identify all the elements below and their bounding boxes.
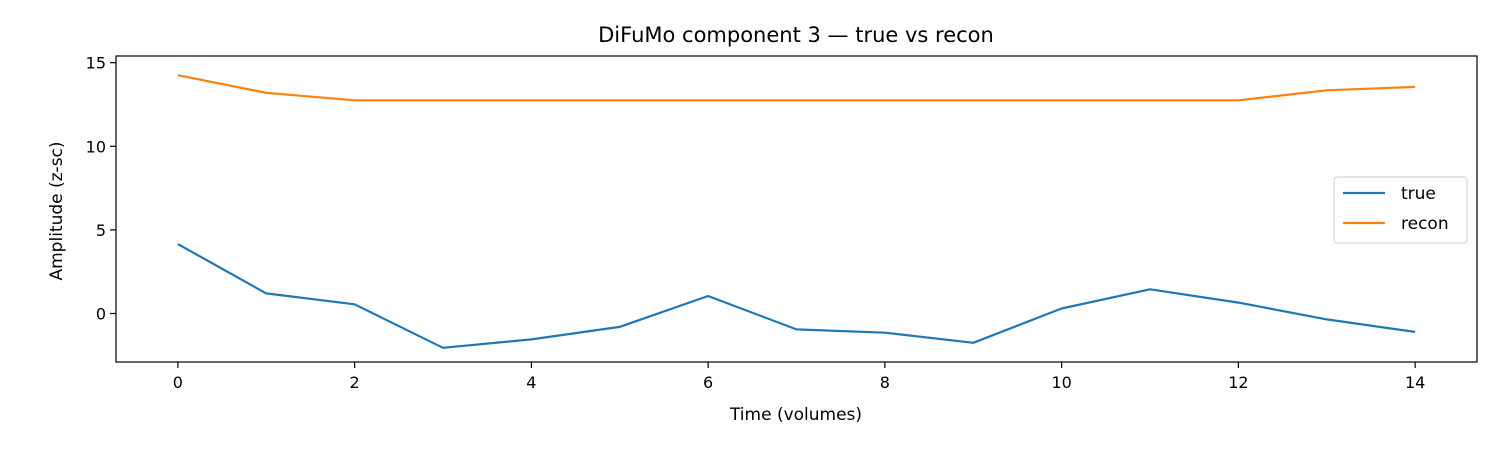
x-tick-label: 10 <box>1051 373 1071 392</box>
x-tick-label: 6 <box>703 373 713 392</box>
y-axis-ticks: 0 5 10 15 <box>86 54 116 324</box>
y-tick-label: 10 <box>86 137 106 156</box>
legend-label-true: true <box>1401 184 1436 204</box>
x-axis-ticks: 0 2 4 6 8 10 12 14 <box>173 362 1425 392</box>
series-line-recon <box>177 74 1416 102</box>
plot-area-frame <box>115 55 1478 363</box>
chart-title: DiFuMo component 3 — true vs recon <box>598 23 994 47</box>
x-tick-label: 8 <box>880 373 890 392</box>
series-line-true <box>177 243 1416 349</box>
legend: true recon <box>1333 176 1468 244</box>
y-tick-label: 15 <box>86 54 106 73</box>
x-tick-label: 4 <box>526 373 536 392</box>
series-layer <box>177 74 1416 349</box>
x-tick-label: 2 <box>350 373 360 392</box>
x-tick-label: 14 <box>1405 373 1425 392</box>
x-tick-label: 12 <box>1228 373 1248 392</box>
y-axis-title: Amplitude (z-sc) <box>47 141 67 280</box>
x-axis-title: Time (volumes) <box>729 405 862 425</box>
y-tick-label: 0 <box>96 305 106 324</box>
y-tick-label: 5 <box>96 221 106 240</box>
x-tick-label: 0 <box>173 373 183 392</box>
legend-label-recon: recon <box>1401 214 1449 234</box>
